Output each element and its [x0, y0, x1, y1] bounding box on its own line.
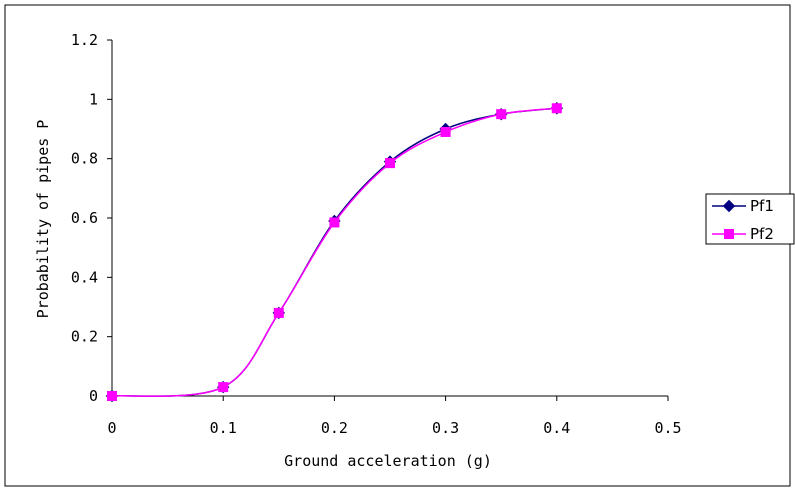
legend-marker-pf1: [722, 199, 736, 213]
legend: Pf1 Pf2: [705, 193, 795, 245]
x-tick-label: 0.4: [543, 419, 570, 437]
y-tick-label: 1: [89, 90, 98, 108]
legend-label-pf1: Pf1: [750, 197, 774, 215]
series-pf2: [107, 103, 562, 401]
data-point-pf2: [385, 158, 395, 169]
data-point-pf2: [329, 217, 340, 228]
chart-border: [4, 4, 791, 487]
legend-label-pf2: Pf2: [750, 225, 774, 243]
data-point-pf2: [107, 391, 117, 401]
series-group: [105, 102, 564, 403]
y-tick-label: 0: [89, 387, 98, 405]
y-axis-title: Probability of pipes P: [34, 120, 52, 319]
data-point-pf2: [496, 109, 507, 120]
y-ticks-group: 0 0.2 0.4 0.6 0.8 1 1.2: [71, 31, 112, 405]
legend-box: [705, 193, 795, 245]
y-tick-label: 0.2: [71, 328, 98, 346]
y-tick-label: 1.2: [71, 31, 98, 49]
legend-marker-pf2: [724, 229, 734, 239]
x-tick-label: 0: [107, 419, 116, 437]
y-tick-label: 0.6: [71, 209, 98, 227]
y-tick-label: 0.8: [71, 150, 98, 168]
data-point-pf2: [218, 382, 229, 393]
x-tick-label: 0.1: [210, 419, 237, 437]
x-axis-title: Ground acceleration (g): [284, 452, 492, 470]
y-tick-label: 0.4: [71, 268, 98, 286]
x-tick-label: 0.3: [432, 419, 459, 437]
x-tick-label: 0.5: [654, 419, 681, 437]
x-ticks-group: 0 0.1 0.2 0.3 0.4 0.5: [107, 396, 682, 437]
data-point-pf2: [273, 307, 284, 318]
x-tick-label: 0.2: [321, 419, 348, 437]
data-point-pf2: [440, 126, 451, 137]
legend-items: Pf1 Pf2: [712, 197, 774, 243]
data-point-pf2: [551, 103, 562, 114]
